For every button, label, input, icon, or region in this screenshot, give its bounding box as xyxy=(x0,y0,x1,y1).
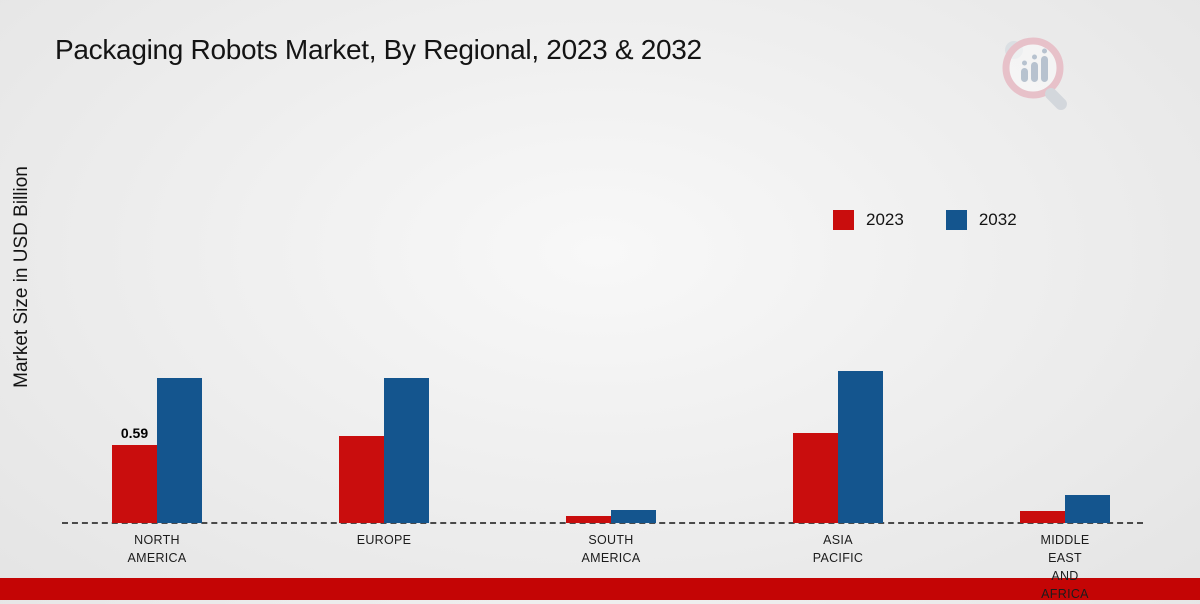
x-axis-baseline xyxy=(62,522,1143,524)
bar-group xyxy=(1020,495,1110,523)
bar-group xyxy=(566,510,656,523)
category-label: NORTH AMERICA xyxy=(127,533,187,566)
legend-swatch-2032 xyxy=(945,210,967,230)
legend-swatch-2023 xyxy=(833,210,854,230)
footer-accent-bar xyxy=(0,578,1200,600)
bar-2023 xyxy=(112,445,157,523)
legend-label-2023: 2023 xyxy=(866,210,904,229)
bar-group xyxy=(112,378,202,523)
bar-2032 xyxy=(1065,495,1110,523)
bar-2032 xyxy=(838,371,883,523)
bar-2023 xyxy=(566,516,611,523)
bar-2023 xyxy=(793,433,838,523)
bar-group xyxy=(339,378,429,523)
legend-label-2032: 2032 xyxy=(978,210,1017,229)
legend-item-2023: 2023 xyxy=(833,210,904,230)
bar-2032 xyxy=(611,510,656,523)
bar-group xyxy=(793,371,883,523)
bar-2032 xyxy=(384,378,429,523)
category-label: SOUTH AMERICA xyxy=(581,533,641,566)
category-label: ASIA PACIFIC xyxy=(812,533,864,566)
legend: 2023 2032 xyxy=(833,210,1017,230)
category-label: EUROPE xyxy=(356,533,412,547)
bar-2023 xyxy=(339,436,384,523)
category-label: MIDDLE EAST AND AFRICA xyxy=(1040,533,1090,602)
legend-item-2032: 2032 xyxy=(945,210,1017,230)
bar-2023 xyxy=(1020,511,1065,523)
chart-title: Packaging Robots Market, By Regional, 20… xyxy=(55,34,702,65)
bar-2032 xyxy=(157,378,202,523)
brand-logo-icon xyxy=(1002,37,1067,110)
bar-value-label: 0.59 xyxy=(120,425,149,441)
